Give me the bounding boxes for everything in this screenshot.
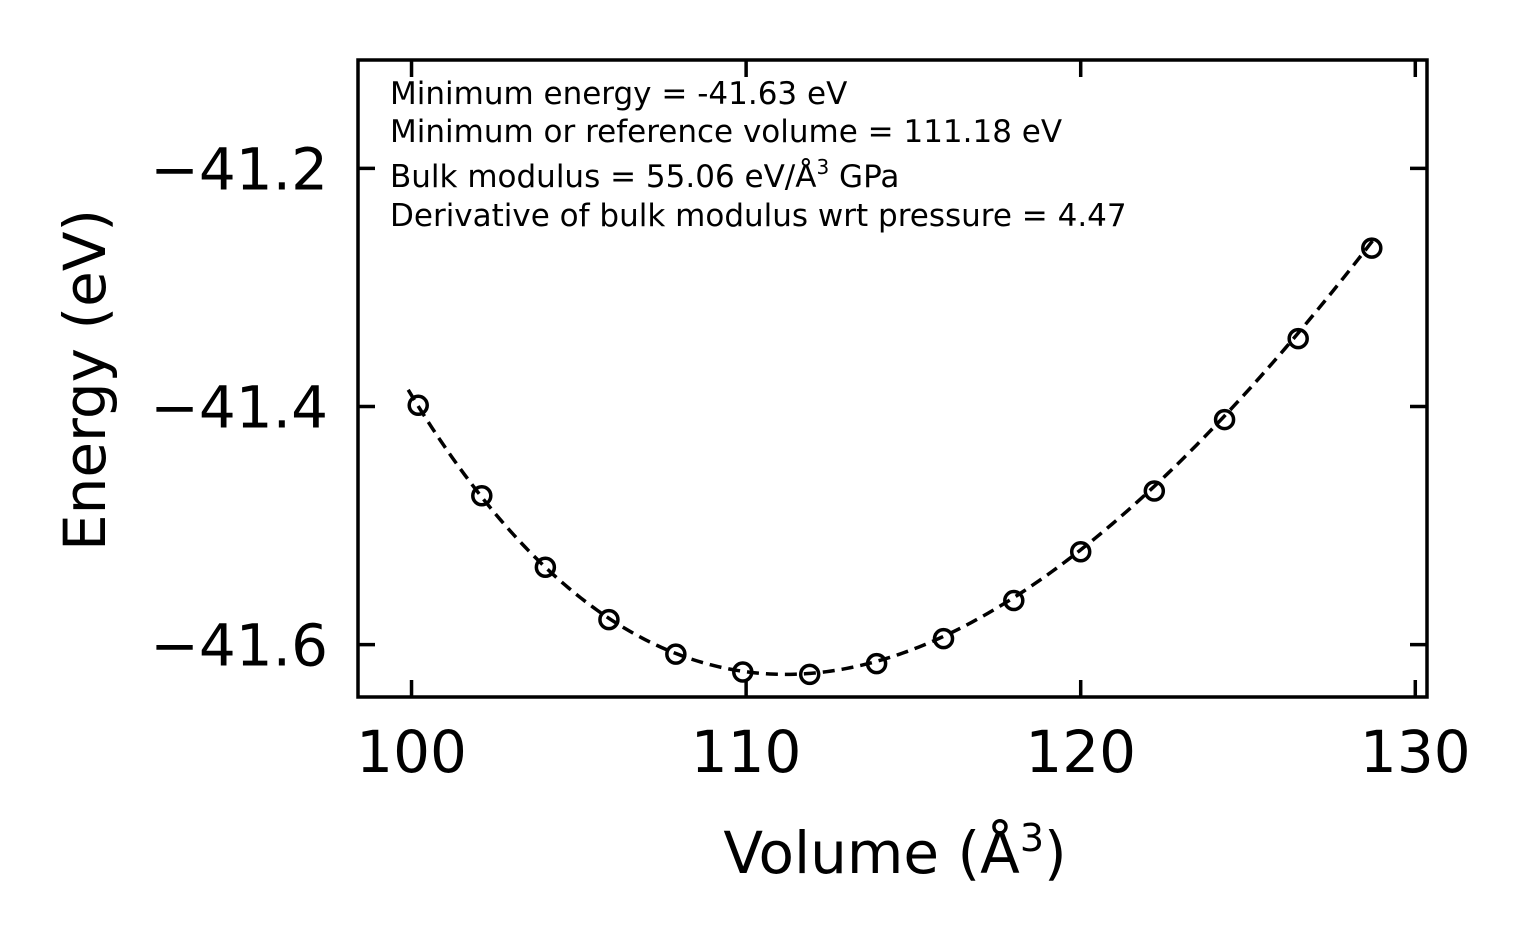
- data-point: [665, 643, 687, 665]
- x-tick-label: 110: [691, 718, 802, 786]
- y-axis-label: Energy (eV): [51, 209, 119, 551]
- tick-labels-layer: 100 110 120 130 −41.6 −41.4 −41.2: [150, 135, 1470, 786]
- annotation-line: Minimum energy = -41.63 eV: [390, 76, 847, 112]
- data-point: [1361, 237, 1383, 259]
- fit-curve: [406, 238, 1375, 677]
- x-axis-label: Volume (Å3): [723, 816, 1066, 887]
- data-point: [407, 394, 429, 417]
- data-points-layer: [407, 237, 1383, 686]
- y-tick-label: −41.4: [150, 373, 328, 441]
- x-axis-label-text: Volume (Å: [723, 818, 1020, 887]
- annotation-line: Derivative of bulk modulus wrt pressure …: [390, 198, 1127, 234]
- tick-marks-layer: [358, 60, 1427, 697]
- data-point: [932, 627, 955, 650]
- x-tick-label: 130: [1360, 718, 1471, 786]
- data-point: [1143, 480, 1166, 502]
- data-point: [865, 652, 888, 675]
- data-point: [1069, 540, 1092, 563]
- data-point: [798, 663, 821, 686]
- data-point: [598, 608, 620, 631]
- data-point: [1003, 589, 1025, 612]
- data-point: [471, 485, 493, 507]
- x-axis-label-close: ): [1044, 819, 1067, 887]
- x-tick-label: 100: [356, 718, 467, 786]
- y-tick-label: −41.2: [150, 135, 328, 203]
- fit-curve-layer: [406, 238, 1375, 677]
- data-point: [1287, 327, 1309, 350]
- data-point: [534, 556, 557, 578]
- x-axis-label-superscript: 3: [1020, 816, 1044, 860]
- x-tick-label: 120: [1025, 718, 1136, 786]
- data-point: [1213, 408, 1236, 431]
- plot-frame: [356, 58, 1429, 699]
- data-point: [732, 661, 754, 683]
- annotation-line: Bulk modulus = 55.06 eV/Å3 GPa: [390, 155, 899, 195]
- annotation-line: Minimum or reference volume = 111.18 eV: [390, 114, 1062, 150]
- y-tick-label: −41.6: [150, 612, 328, 680]
